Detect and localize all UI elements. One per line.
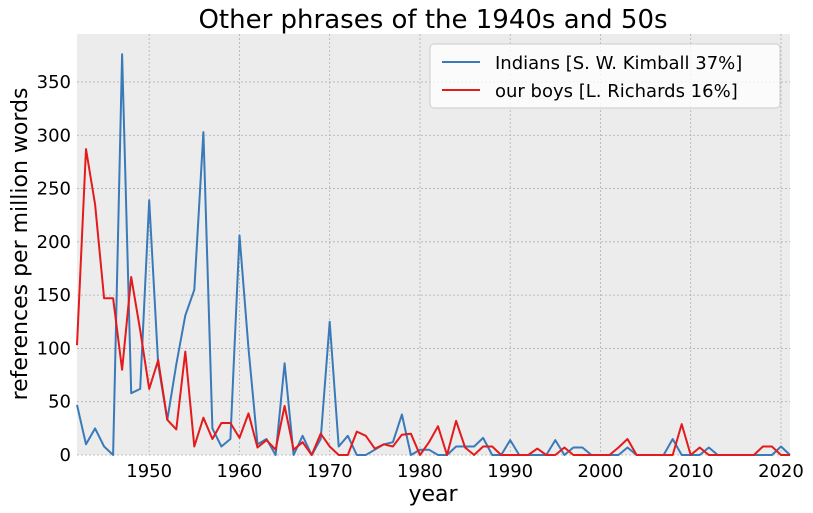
y-tick-label: 250 bbox=[37, 179, 71, 200]
axis-ticks: 1950 1960 1970 1980 1990 2000 2010 2020 0 50 100 15… bbox=[37, 72, 804, 482]
series-line-1 bbox=[76, 148, 790, 456]
y-tick-label: 150 bbox=[37, 285, 71, 306]
x-tick-label: 1990 bbox=[487, 461, 533, 482]
legend-box bbox=[429, 43, 781, 109]
y-tick-label: 0 bbox=[60, 445, 71, 466]
chart-title: Other phrases of the 1940s and 50s bbox=[198, 5, 667, 35]
y-tick-label: 200 bbox=[37, 232, 71, 253]
legend: Indians [S. W. Kimball 37%] our boys [L.… bbox=[429, 43, 781, 109]
x-tick-label: 2020 bbox=[758, 461, 804, 482]
y-tick-label: 350 bbox=[37, 72, 71, 93]
x-tick-label: 2010 bbox=[668, 461, 714, 482]
x-tick-label: 1970 bbox=[307, 461, 353, 482]
series-line-0 bbox=[76, 53, 791, 456]
y-tick-label: 100 bbox=[37, 338, 71, 359]
x-tick-label: 1950 bbox=[126, 461, 172, 482]
series-lines bbox=[76, 53, 791, 456]
legend-label-our-boys: our boys [L. Richards 16%] bbox=[495, 81, 738, 102]
x-axis-label: year bbox=[408, 482, 458, 507]
y-tick-label: 50 bbox=[48, 392, 71, 413]
y-axis-label: references per million words bbox=[8, 88, 33, 401]
y-tick-label: 300 bbox=[37, 125, 71, 146]
x-tick-label: 1960 bbox=[217, 461, 263, 482]
x-tick-label: 2000 bbox=[578, 461, 624, 482]
legend-label-indians: Indians [S. W. Kimball 37%] bbox=[495, 53, 742, 74]
x-tick-label: 1980 bbox=[397, 461, 443, 482]
